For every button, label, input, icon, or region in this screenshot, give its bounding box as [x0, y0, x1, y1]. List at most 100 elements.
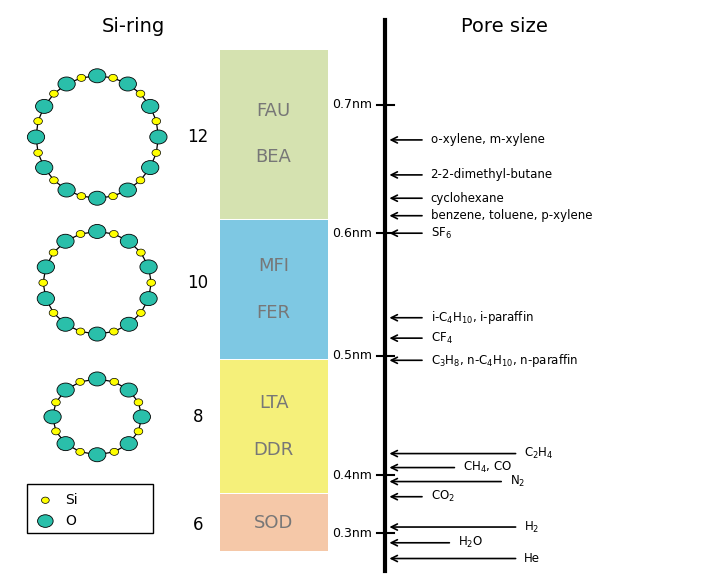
Circle shape: [109, 230, 118, 237]
Text: 0.5nm: 0.5nm: [332, 349, 372, 362]
Circle shape: [147, 279, 156, 286]
Circle shape: [44, 410, 61, 424]
Circle shape: [89, 327, 106, 341]
Circle shape: [134, 399, 143, 406]
Circle shape: [76, 448, 84, 455]
Circle shape: [140, 260, 157, 274]
Circle shape: [37, 292, 55, 305]
Circle shape: [120, 234, 138, 248]
Text: 8: 8: [193, 408, 203, 426]
Circle shape: [134, 428, 143, 435]
Text: C$_3$H$_8$, n-C$_4$H$_{10}$, n-paraffin: C$_3$H$_8$, n-C$_4$H$_{10}$, n-paraffin: [431, 352, 577, 369]
Text: cyclohexane: cyclohexane: [431, 192, 504, 205]
Circle shape: [142, 161, 159, 175]
Circle shape: [50, 177, 58, 184]
Text: 0.7nm: 0.7nm: [332, 99, 372, 111]
Circle shape: [133, 410, 150, 424]
Bar: [220, 360, 328, 493]
Circle shape: [137, 310, 145, 317]
Circle shape: [137, 249, 145, 256]
Circle shape: [140, 292, 157, 305]
Circle shape: [49, 249, 58, 256]
Circle shape: [120, 183, 137, 197]
Circle shape: [34, 118, 42, 125]
Text: 2-2-dimethyl-butane: 2-2-dimethyl-butane: [431, 168, 553, 181]
Circle shape: [57, 383, 74, 397]
Circle shape: [57, 234, 74, 248]
Circle shape: [120, 77, 137, 91]
Text: benzene, toluene, p-xylene: benzene, toluene, p-xylene: [431, 209, 592, 222]
Text: FAU: FAU: [256, 102, 291, 120]
Bar: [27, 484, 153, 533]
Circle shape: [110, 448, 119, 455]
Text: H$_2$O: H$_2$O: [458, 535, 483, 550]
Text: DDR: DDR: [253, 441, 294, 459]
Circle shape: [89, 69, 106, 83]
Circle shape: [42, 497, 49, 503]
Circle shape: [58, 77, 76, 91]
Circle shape: [39, 279, 48, 286]
Text: CH$_4$, CO: CH$_4$, CO: [463, 460, 512, 475]
Circle shape: [109, 75, 117, 82]
Circle shape: [76, 230, 85, 237]
Text: C$_2$H$_4$: C$_2$H$_4$: [524, 446, 554, 461]
Circle shape: [49, 310, 58, 317]
Circle shape: [120, 317, 138, 331]
Text: 0.6nm: 0.6nm: [333, 227, 372, 240]
Circle shape: [52, 399, 60, 406]
Text: He: He: [524, 552, 540, 565]
Circle shape: [136, 90, 145, 97]
Bar: [220, 220, 328, 359]
Text: SOD: SOD: [254, 514, 293, 532]
Text: 12: 12: [187, 128, 209, 146]
Text: 0.4nm: 0.4nm: [333, 469, 372, 482]
Circle shape: [150, 130, 167, 144]
Text: SF$_6$: SF$_6$: [431, 226, 451, 241]
Circle shape: [89, 191, 106, 205]
Circle shape: [50, 90, 58, 97]
Circle shape: [89, 224, 106, 238]
Circle shape: [120, 383, 138, 397]
Text: i-C$_4$H$_{10}$, i-paraffin: i-C$_4$H$_{10}$, i-paraffin: [431, 309, 534, 326]
Text: Si-ring: Si-ring: [102, 17, 165, 37]
Text: CF$_4$: CF$_4$: [431, 331, 452, 346]
Circle shape: [152, 118, 161, 125]
Circle shape: [89, 448, 106, 462]
Bar: [220, 494, 328, 551]
Circle shape: [110, 378, 119, 385]
Text: o-xylene, m-xylene: o-xylene, m-xylene: [431, 134, 544, 146]
Circle shape: [52, 428, 60, 435]
Circle shape: [57, 317, 74, 331]
Circle shape: [136, 177, 145, 184]
Circle shape: [37, 515, 53, 528]
Text: O: O: [66, 514, 76, 528]
Bar: [220, 50, 328, 219]
Circle shape: [120, 437, 138, 451]
Circle shape: [58, 183, 75, 197]
Text: 10: 10: [187, 274, 209, 292]
Circle shape: [34, 149, 42, 156]
Circle shape: [152, 149, 161, 156]
Text: 0.3nm: 0.3nm: [333, 527, 372, 540]
Circle shape: [109, 328, 118, 335]
Text: MFI: MFI: [258, 257, 289, 275]
Text: Si: Si: [66, 493, 78, 507]
Text: BEA: BEA: [256, 149, 292, 166]
Text: Pore size: Pore size: [461, 17, 547, 37]
Circle shape: [27, 130, 45, 144]
Text: 6: 6: [193, 516, 203, 533]
Text: FER: FER: [256, 304, 291, 322]
Text: CO$_2$: CO$_2$: [431, 489, 454, 504]
Circle shape: [109, 192, 117, 199]
Circle shape: [77, 192, 86, 199]
Circle shape: [57, 437, 74, 451]
Circle shape: [35, 160, 53, 174]
Text: H$_2$: H$_2$: [524, 519, 539, 535]
Circle shape: [37, 260, 55, 274]
Circle shape: [77, 75, 86, 82]
Text: N$_2$: N$_2$: [510, 474, 525, 489]
Circle shape: [142, 99, 159, 113]
Circle shape: [89, 372, 106, 386]
Circle shape: [76, 378, 84, 385]
Circle shape: [76, 328, 85, 335]
